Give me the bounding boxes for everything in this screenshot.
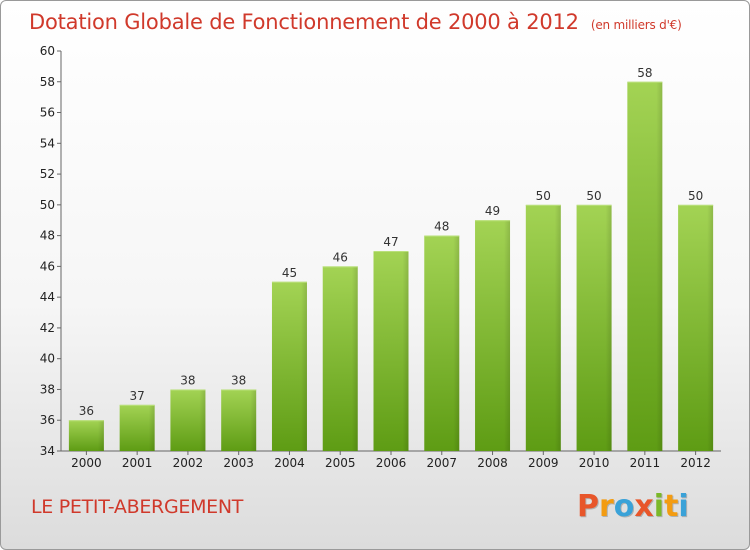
bar-value-label: 38 [180,373,195,387]
x-tick-label: 2002 [173,456,204,470]
bar-shade [402,251,409,451]
commune-name: LE PETIT-ABERGEMENT [31,496,244,518]
y-tick-label: 60 [40,44,55,58]
logo-letter: o [613,489,635,524]
bar-value-label: 45 [282,266,297,280]
chart-subtitle: (en milliers d'€) [590,18,682,32]
bar-shade [250,389,257,451]
bar-value-label: 50 [536,189,551,203]
bar-value-label: 50 [586,189,601,203]
logo-letter: i [678,489,689,524]
y-tick-label: 48 [40,229,55,243]
chart-title: Dotation Globale de Fonctionnement de 20… [29,10,682,34]
x-tick-label: 2003 [223,456,254,470]
chart-title-text: Dotation Globale de Fonctionnement de 20… [29,10,579,34]
logo-letter: r [599,489,614,524]
proxiti-logo: Proxiti [577,489,689,524]
y-tick-label: 34 [40,444,55,458]
x-tick-label: 2009 [528,456,559,470]
y-tick-label: 56 [40,106,55,120]
y-tick-label: 40 [40,352,55,366]
bars [68,81,714,452]
bar-shade [707,204,714,451]
y-tick-label: 42 [40,321,55,335]
y-tick-label: 38 [40,382,55,396]
logo-letter: i [653,489,665,524]
bar-value-label: 50 [688,189,703,203]
bar-shade [504,220,511,451]
bar-value-label: 47 [383,235,398,249]
y-tick-label: 44 [40,290,55,304]
bar-shade [97,420,104,451]
y-tick-label: 50 [40,198,55,212]
bar-shade [199,389,206,451]
x-tick-label: 2000 [71,456,102,470]
logo-letter: t [664,489,679,524]
x-tick-label: 2004 [274,456,305,470]
y-tick-label: 52 [40,167,55,181]
y-tick-label: 54 [40,136,55,150]
x-tick-label: 2006 [376,456,407,470]
bar-value-label: 58 [637,66,652,80]
y-tick-label: 46 [40,259,55,273]
axes: 34 36 38 40 42 44 46 48 50 52 54 56 58 60 2000 2001 2002… [40,44,721,470]
value-labels: 36 37 38 38 45 46 47 48 49 50 50 58 50 [79,66,704,418]
bar-shade [453,235,460,451]
y-tick-label: 58 [40,75,55,89]
x-tick-label: 2001 [122,456,153,470]
x-tick-label: 2011 [630,456,661,470]
x-tick-label: 2007 [426,456,457,470]
bar-value-label: 38 [231,373,246,387]
x-tick-label: 2008 [477,456,508,470]
x-tick-label: 2010 [579,456,610,470]
logo-letter: x [634,489,654,524]
y-tick-label: 36 [40,413,55,427]
bar-shade [351,266,358,451]
x-tick-label: 2012 [680,456,711,470]
bar-value-label: 49 [485,204,500,218]
bar-shade [148,404,155,451]
bar-shade [300,281,307,451]
bar-value-label: 46 [333,250,348,264]
bar-value-label: 37 [130,389,145,403]
logo-letter: P [577,489,599,524]
bar-shade [656,81,663,452]
bar-value-label: 36 [79,404,94,418]
x-tick-label: 2005 [325,456,356,470]
bar-shade [554,204,561,451]
bar-shade [605,204,612,451]
bar-value-label: 48 [434,220,449,234]
